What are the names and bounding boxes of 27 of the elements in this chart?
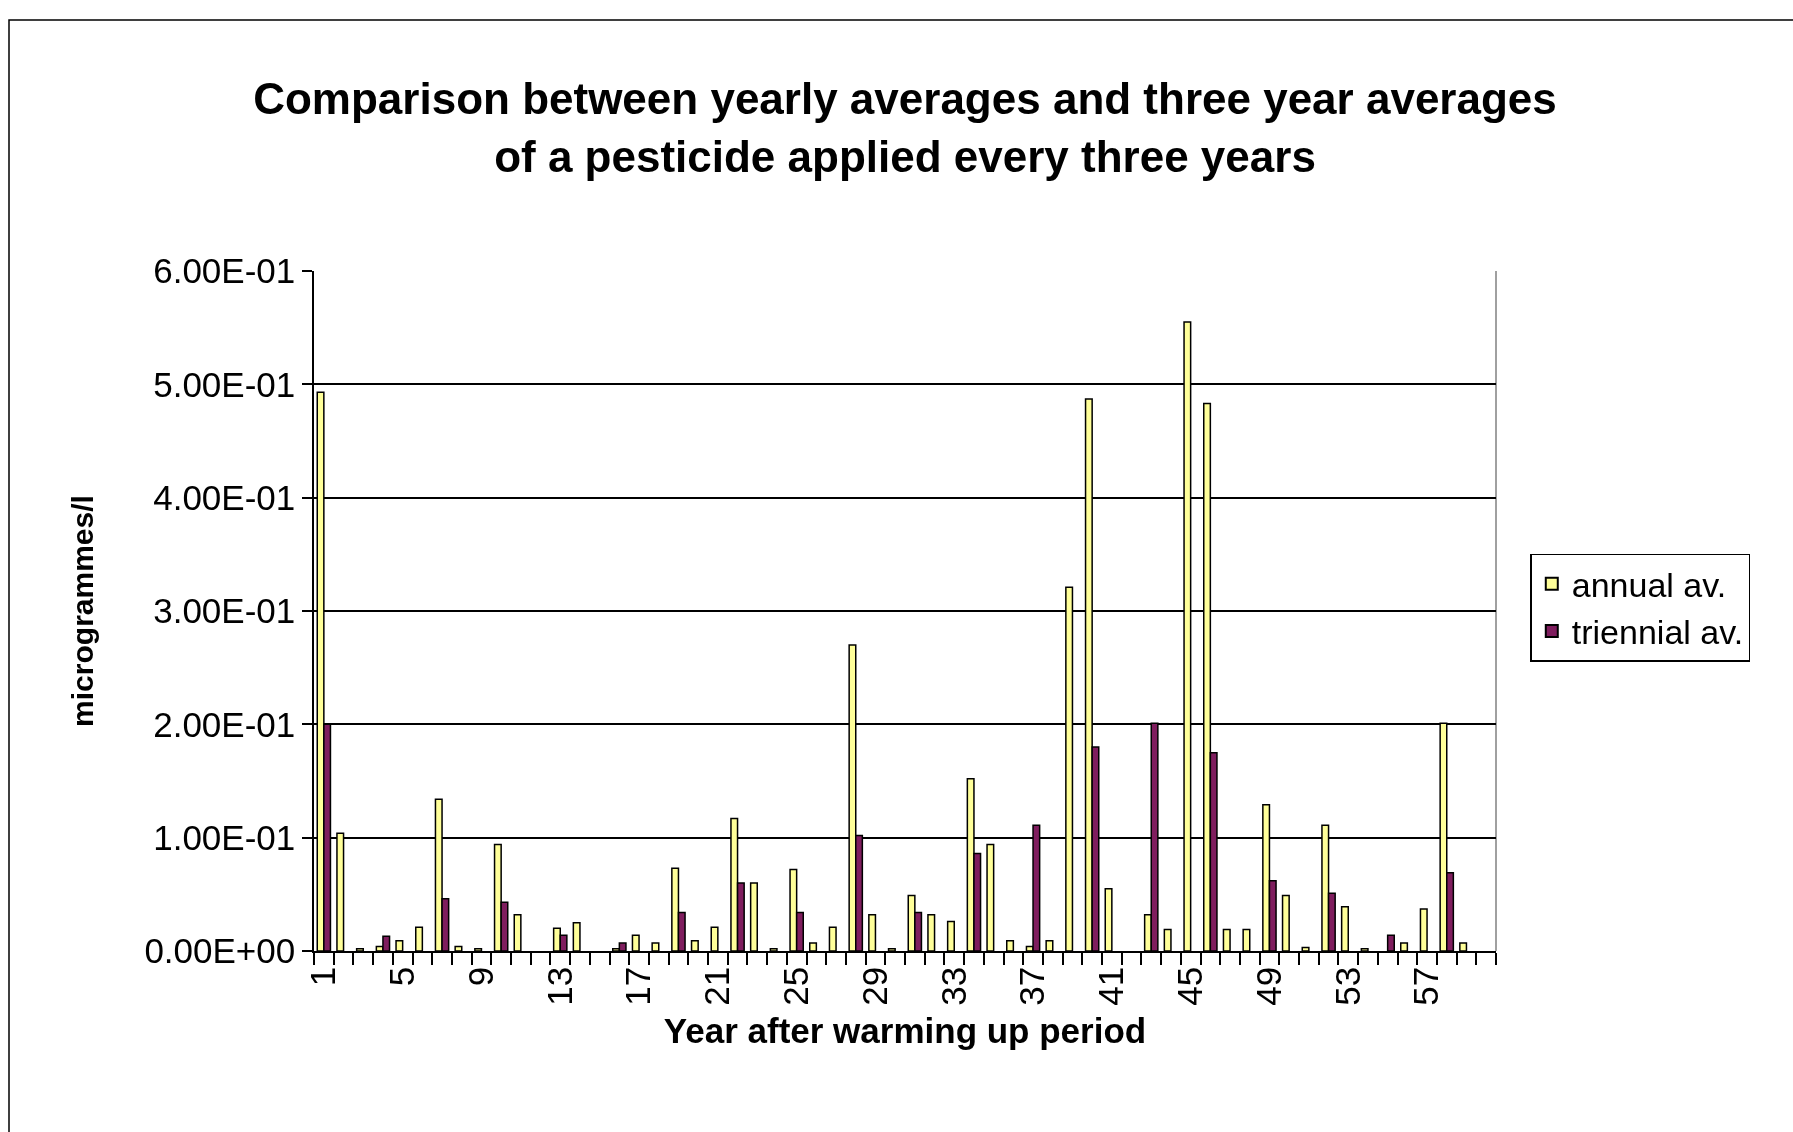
x-tick-label: 13: [539, 966, 579, 1006]
y-axis-title: microgrammes/l: [65, 495, 99, 727]
x-tick-label: 21: [697, 966, 737, 1006]
x-axis-title: Year after warming up period: [663, 1011, 1147, 1051]
x-tick-label: 1: [303, 966, 343, 987]
x-tick-label: 17: [618, 966, 658, 1006]
x-tick-label: 9: [460, 966, 500, 987]
x-tick-label: 41: [1091, 966, 1131, 1006]
legend-label: triennial av.: [1571, 613, 1744, 652]
x-tick-label: 29: [854, 966, 894, 1006]
x-tick-label: 5: [382, 966, 422, 987]
x-tick-label: 45: [1170, 966, 1210, 1006]
y-tick-label: 0.00E+00: [144, 931, 296, 971]
y-tick-label: 5.00E-01: [153, 364, 296, 404]
x-tick-label: 53: [1327, 966, 1367, 1006]
chart-title: Comparison between yearly averages and three year averages of a pesticide applied every three years: [253, 74, 1557, 181]
y-tick-label: 6.00E-01: [153, 251, 296, 291]
x-tick-label: 25: [776, 966, 816, 1006]
y-tick-label: 3.00E-01: [153, 591, 296, 631]
x-tick-label: 57: [1406, 966, 1446, 1006]
y-tick-label: 4.00E-01: [153, 477, 296, 517]
legend-label: annual av.: [1571, 565, 1727, 604]
x-tick-label: 49: [1248, 966, 1288, 1006]
y-tick-label: 2.00E-01: [153, 704, 296, 744]
x-tick-label: 37: [1012, 966, 1052, 1006]
x-tick-label: 33: [933, 966, 973, 1006]
y-tick-label: 1.00E-01: [153, 817, 296, 857]
